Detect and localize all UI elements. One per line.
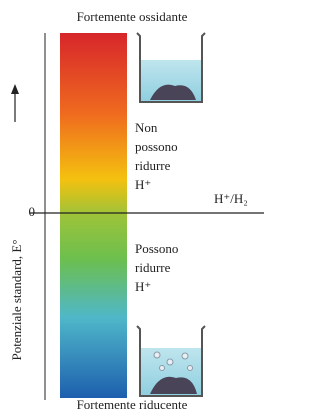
beaker-top <box>137 33 205 102</box>
upper-note: Non possono ridurre H⁺ <box>135 120 178 192</box>
note-line: possono <box>135 139 178 154</box>
bottom-label: Fortemente riducente <box>77 397 188 412</box>
beaker-bottom <box>137 326 205 396</box>
note-line: ridurre <box>135 260 171 275</box>
note-line: ridurre <box>135 158 171 173</box>
potential-gradient <box>60 33 127 398</box>
reference-label: H⁺/H₂ <box>214 191 248 206</box>
note-line: H⁺ <box>135 177 151 192</box>
axis-arrow <box>11 84 19 122</box>
zero-label: 0 <box>29 204 36 219</box>
top-label: Fortemente ossidante <box>77 9 188 24</box>
diagram: Fortemente ossidante Fortemente riducent… <box>0 0 264 415</box>
axis-label: Potenziale standard, E° <box>9 239 24 360</box>
lower-note: Possono ridurre H⁺ <box>135 241 178 294</box>
note-line: Possono <box>135 241 178 256</box>
note-line: Non <box>135 120 158 135</box>
note-line: H⁺ <box>135 279 151 294</box>
